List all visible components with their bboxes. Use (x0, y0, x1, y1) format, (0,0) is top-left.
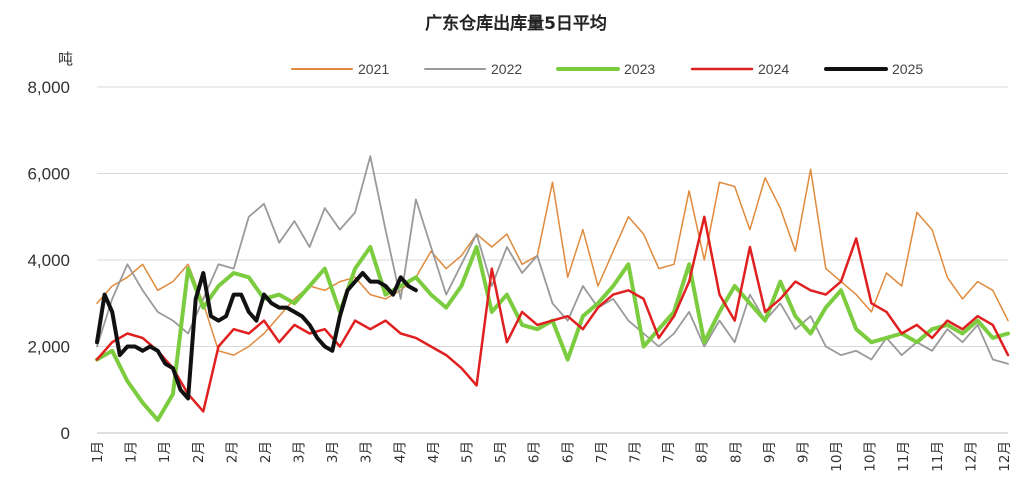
x-tick-label: 3月 (359, 441, 375, 463)
x-tick-label: 8月 (695, 441, 711, 463)
x-tick-label: 2月 (224, 441, 240, 463)
x-tick-text: 11月 (896, 441, 912, 472)
y-tick-label: 0 (61, 424, 70, 443)
x-tick-label: 4月 (426, 441, 442, 463)
x-tick-label: 7月 (661, 441, 677, 463)
x-tick-text: 9月 (795, 441, 811, 463)
y-axis-unit: 吨 (58, 50, 73, 68)
x-tick-text: 1月 (90, 441, 106, 463)
y-tick-label: 6,000 (27, 165, 70, 184)
series-line-2024 (95, 215, 1010, 413)
y-tick-label: 2,000 (27, 338, 70, 357)
x-tick-text: 1月 (157, 441, 173, 463)
x-tick-label: 9月 (795, 441, 811, 463)
x-tick-label: 8月 (728, 441, 744, 463)
x-tick-label: 5月 (460, 441, 476, 463)
x-tick-label: 2月 (191, 441, 207, 463)
x-tick-text: 8月 (728, 441, 744, 463)
x-tick-text: 4月 (392, 441, 408, 463)
x-tick-text: 2月 (191, 441, 207, 463)
x-tick-label: 6月 (527, 441, 543, 463)
x-tick-text: 10月 (829, 441, 845, 472)
x-tick-text: 11月 (930, 441, 946, 472)
x-tick-text: 5月 (460, 441, 476, 463)
x-tick-label: 12月 (997, 441, 1013, 472)
x-tick-text: 1月 (124, 441, 140, 463)
x-tick-text: 7月 (627, 441, 643, 463)
series-line-2021 (96, 168, 1009, 356)
chart-title: 广东仓库出库量5日平均 (425, 13, 607, 34)
x-tick-text: 9月 (762, 441, 778, 463)
series-lines (95, 155, 1010, 422)
x-tick-text: 12月 (997, 441, 1013, 472)
series-line-2022 (96, 155, 1009, 365)
x-tick-label: 7月 (627, 441, 643, 463)
y-tick-label: 4,000 (27, 251, 70, 270)
x-tick-text: 10月 (863, 441, 879, 472)
x-tick-label: 9月 (762, 441, 778, 463)
x-tick-label: 10月 (829, 441, 845, 472)
x-tick-label: 11月 (930, 441, 946, 472)
legend-label-2021: 2021 (358, 61, 389, 77)
legend-label-2023: 2023 (624, 61, 655, 77)
x-tick-text: 3月 (359, 441, 375, 463)
x-tick-text: 6月 (560, 441, 576, 463)
x-tick-label: 2月 (258, 441, 274, 463)
x-tick-text: 4月 (426, 441, 442, 463)
x-tick-label: 5月 (493, 441, 509, 463)
x-tick-label: 12月 (963, 441, 979, 472)
x-tick-label: 3月 (292, 441, 308, 463)
x-tick-text: 3月 (325, 441, 341, 463)
x-tick-label: 1月 (90, 441, 106, 463)
x-tick-label: 4月 (392, 441, 408, 463)
x-tick-text: 12月 (963, 441, 979, 472)
x-tick-label: 7月 (594, 441, 610, 463)
series-line-2025 (95, 271, 418, 401)
legend-label-2025: 2025 (892, 61, 923, 77)
x-tick-text: 7月 (594, 441, 610, 463)
x-tick-text: 2月 (258, 441, 274, 463)
grid-lines (97, 86, 1008, 434)
y-tick-label: 8,000 (27, 78, 70, 97)
y-axis-ticks: 0 2,000 4,000 6,000 8,000 (27, 78, 70, 443)
x-tick-label: 1月 (124, 441, 140, 463)
x-tick-label: 3月 (325, 441, 341, 463)
x-tick-text: 7月 (661, 441, 677, 463)
x-axis-ticks: 1月 1月 1月 2月 2月 2月 3月 3月 3月 4月 4月 5月 5月 6月 6月 7月 7月 7月 8月 8月… (90, 441, 1013, 472)
legend: 2021 2022 2023 2024 2025 (291, 61, 923, 77)
x-tick-text: 6月 (527, 441, 543, 463)
series-line-2023 (95, 245, 1010, 422)
x-tick-text: 5月 (493, 441, 509, 463)
legend-label-2024: 2024 (758, 61, 789, 77)
x-tick-text: 2月 (224, 441, 240, 463)
x-tick-text: 3月 (292, 441, 308, 463)
x-tick-label: 10月 (863, 441, 879, 472)
x-tick-label: 6月 (560, 441, 576, 463)
legend-label-2022: 2022 (491, 61, 522, 77)
x-tick-label: 11月 (896, 441, 912, 472)
x-tick-label: 1月 (157, 441, 173, 463)
x-tick-text: 8月 (695, 441, 711, 463)
